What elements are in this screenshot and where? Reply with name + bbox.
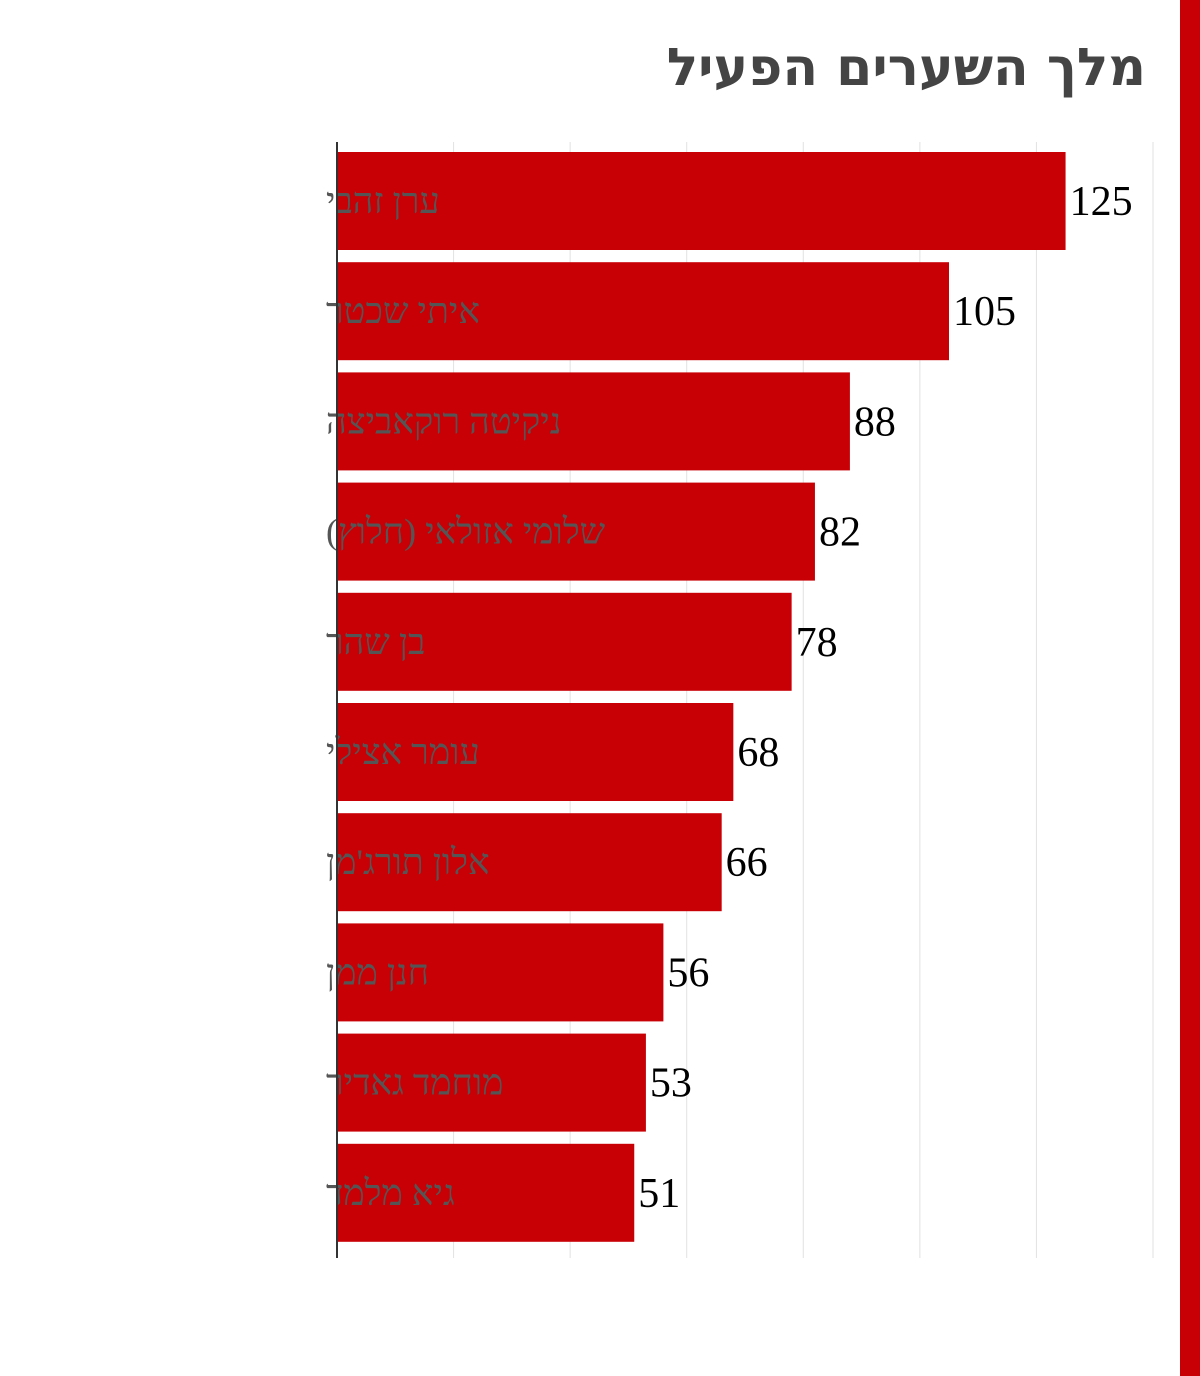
bar	[337, 1143, 635, 1242]
bar	[337, 482, 815, 581]
bar	[337, 262, 949, 361]
bar	[337, 703, 734, 801]
category-label: שלומי אזולאי (חלוץ)	[326, 512, 606, 552]
bar	[337, 923, 664, 1022]
category-label: גיא מלמד	[326, 1173, 455, 1213]
category-label: איתי שכטר	[326, 291, 480, 331]
chart-title: מלך השערים הפעיל	[666, 38, 1146, 98]
bar	[337, 813, 722, 912]
bar	[337, 152, 1066, 250]
value-label: 53	[650, 1061, 692, 1107]
value-label: 88	[854, 399, 896, 445]
value-label: 78	[796, 620, 838, 666]
accent-bar	[1180, 0, 1200, 1376]
bar	[337, 372, 850, 471]
bar	[337, 1033, 646, 1132]
category-label: מוחמד גאדיר	[326, 1063, 503, 1103]
value-label: 125	[1070, 179, 1133, 225]
value-label: 82	[819, 510, 861, 556]
category-label: אלון תורג'מן	[326, 842, 490, 882]
value-label: 51	[638, 1171, 680, 1217]
category-label: חנן ממן	[326, 952, 429, 992]
labels: 125 ערן זהבי 105 איתי שכטר 88 ניקיטה רוקאביצה…	[326, 179, 1133, 1217]
value-label: 56	[667, 950, 709, 996]
category-label: עומר אצילי	[326, 732, 480, 772]
bars	[337, 152, 1066, 1242]
category-label: ניקיטה רוקאביצה	[326, 401, 561, 441]
bar	[337, 592, 792, 691]
value-label: 68	[737, 730, 779, 776]
value-label: 66	[726, 840, 768, 886]
category-label: בן שהר	[326, 622, 425, 662]
value-label: 105	[953, 289, 1016, 335]
category-label: ערן זהבי	[326, 181, 440, 221]
